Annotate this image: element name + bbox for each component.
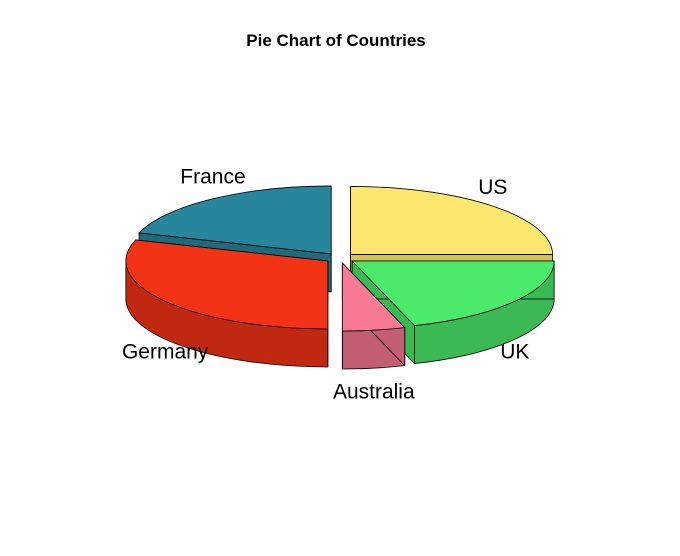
slice-top-uk	[351, 260, 555, 327]
slice-top-france	[138, 185, 332, 255]
slice-label-germany: Germany	[122, 340, 209, 363]
slice-label-france: France	[180, 166, 245, 189]
pie-slices	[125, 185, 555, 370]
slice-top-australia	[341, 261, 406, 332]
slice-label-australia: Australia	[333, 381, 415, 404]
slice-germany	[125, 239, 329, 368]
slice-top-germany	[125, 239, 329, 330]
pie-labels: US France Germany Australia UK	[122, 166, 529, 404]
slice-australia	[341, 261, 406, 370]
slice-top-us	[350, 186, 554, 255]
chart-title: Pie Chart of Countries	[246, 31, 425, 50]
slice-label-uk: UK	[500, 340, 529, 363]
slice-label-us: US	[478, 176, 507, 199]
